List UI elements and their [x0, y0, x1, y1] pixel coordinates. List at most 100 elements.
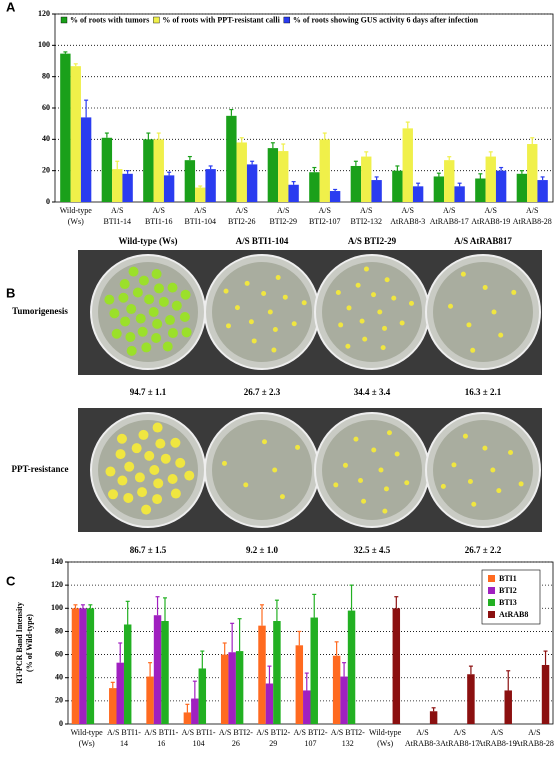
bar [340, 676, 348, 724]
bar [146, 676, 154, 724]
y-tick-label: 40 [42, 134, 50, 143]
callus [404, 480, 410, 486]
callus [108, 489, 119, 500]
callus [153, 478, 164, 489]
bar [71, 608, 80, 724]
callus [244, 280, 250, 286]
callus [126, 345, 137, 356]
column-header: A/S AtRAB817 [454, 236, 512, 246]
x-tick-label: A/S [528, 728, 540, 737]
callus [170, 437, 181, 448]
bar [516, 173, 528, 202]
callus [333, 482, 339, 488]
legend-swatch [488, 599, 495, 606]
bar [541, 664, 550, 724]
callus [267, 309, 273, 315]
x-tick-label: A/S [153, 206, 165, 215]
callus [362, 336, 368, 342]
y-tick-label: 60 [42, 103, 50, 112]
callus [467, 479, 473, 485]
legend-swatch [153, 16, 160, 24]
callus [125, 332, 136, 343]
legend-label: BTI2 [499, 586, 517, 595]
petri-dish-inner [322, 262, 422, 362]
bar [467, 674, 475, 724]
callus [148, 307, 159, 317]
callus [399, 320, 405, 326]
petri-dish-inner [433, 262, 533, 362]
callus [346, 305, 352, 311]
callus [282, 294, 288, 300]
callus [261, 439, 267, 445]
callus [155, 438, 166, 449]
bar [116, 662, 124, 724]
y-tick-label: 40 [55, 673, 63, 682]
y-tick-label: 120 [51, 580, 63, 589]
x-tick-label: A/S BTI1- [107, 728, 141, 737]
x-tick-label: BTI2-29 [269, 217, 297, 226]
legend-label: BTI3 [499, 598, 517, 607]
callus [144, 294, 155, 305]
bar [495, 170, 507, 202]
x-tick-label: A/S [360, 206, 372, 215]
panel-label: A [6, 0, 16, 14]
x-tick-label: BTI1-104 [184, 217, 216, 226]
bar [278, 151, 289, 202]
callus [234, 305, 240, 311]
callus [141, 342, 152, 353]
legend-label: % of roots with tumors [70, 15, 149, 24]
callus [338, 322, 344, 328]
x-tick-label: Wild-type [369, 728, 402, 737]
callus [124, 461, 135, 472]
x-tick-label: A/S [319, 206, 331, 215]
y-axis-label: (% of Wild-type) [25, 614, 34, 672]
callus [355, 282, 361, 288]
bar [184, 160, 196, 202]
y-tick-label: 80 [55, 626, 63, 635]
x-tick-label: A/S [402, 206, 414, 215]
y-tick-label: 80 [42, 71, 50, 80]
plate-value: 9.2 ± 1.0 [246, 545, 278, 555]
callus [498, 332, 504, 338]
bar [183, 712, 192, 724]
callus [272, 467, 278, 473]
bar [60, 53, 71, 203]
x-tick-label: Wild-type [71, 728, 104, 737]
x-tick-label: 104 [193, 739, 205, 748]
bar [101, 137, 113, 202]
x-tick-label: 29 [269, 739, 277, 748]
callus [384, 277, 390, 283]
callus [111, 328, 122, 339]
callus [119, 279, 130, 290]
petri-dish-inner [212, 262, 312, 362]
callus [371, 447, 377, 453]
legend-label: AtRAB8 [499, 610, 528, 619]
callus [448, 303, 454, 309]
x-tick-label: A/S BTI2- [331, 728, 365, 737]
callus [181, 327, 192, 338]
callus [158, 296, 169, 307]
plate-value: 16.3 ± 2.1 [465, 387, 502, 397]
x-tick-label: BTI2-26 [228, 217, 256, 226]
bar [371, 180, 382, 202]
bar [246, 164, 258, 202]
x-tick-label: AtRAB8-3 [390, 217, 425, 226]
panel-label: B [6, 285, 15, 300]
bar [392, 608, 401, 724]
x-tick-label: A/S BTI1- [182, 728, 216, 737]
x-tick-label: A/S [526, 206, 538, 215]
callus [167, 282, 178, 293]
x-tick-label: 14 [120, 739, 128, 748]
callus [152, 318, 163, 329]
callus [361, 498, 367, 504]
callus [342, 462, 348, 468]
bar [319, 139, 330, 202]
bar [295, 645, 304, 724]
y-tick-label: 120 [38, 9, 50, 18]
bar [123, 624, 132, 724]
callus [167, 473, 178, 484]
x-tick-label: A/S BTI1- [144, 728, 178, 737]
column-header: A/S BTI2-29 [348, 236, 397, 246]
x-tick-label: AtRAB8-3 [405, 739, 440, 748]
x-tick-label: A/S [491, 728, 503, 737]
